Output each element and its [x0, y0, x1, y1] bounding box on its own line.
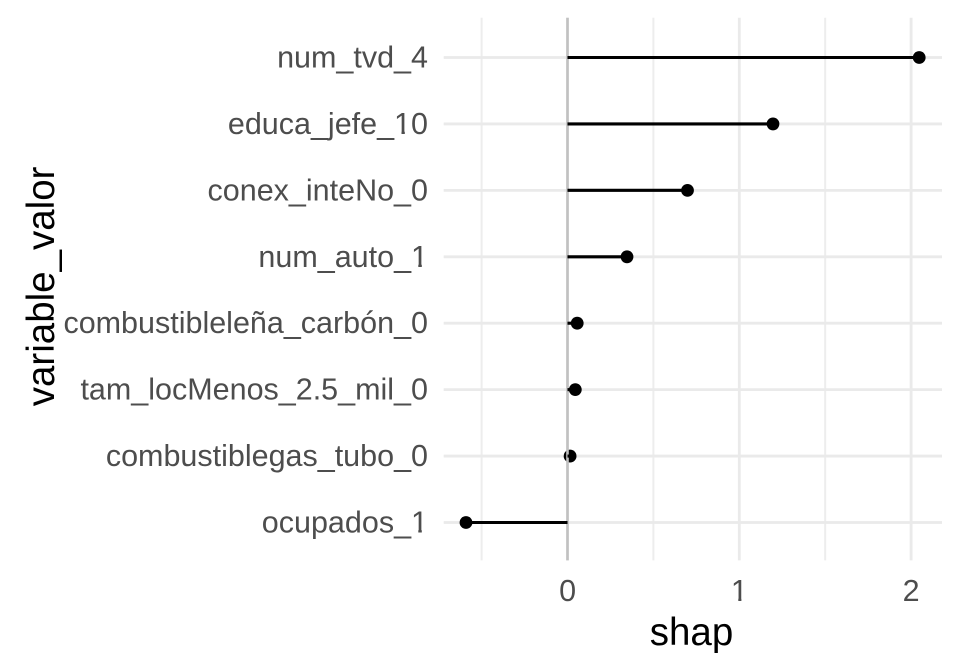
svg-text:variable_valor: variable_valor [20, 166, 63, 406]
svg-text:0: 0 [559, 574, 576, 608]
svg-text:2: 2 [903, 574, 920, 608]
svg-text:num_tvd_4: num_tvd_4 [277, 41, 428, 75]
svg-text:shap: shap [650, 611, 734, 654]
svg-text:conex_inteNo_0: conex_inteNo_0 [208, 173, 428, 207]
svg-text:num_auto_1: num_auto_1 [258, 240, 428, 274]
svg-text:1: 1 [731, 574, 748, 608]
svg-text:tam_locMenos_2.5_mil_0: tam_locMenos_2.5_mil_0 [80, 373, 428, 407]
svg-text:educa_jefe_10: educa_jefe_10 [228, 107, 428, 141]
svg-text:ocupados_1: ocupados_1 [262, 506, 428, 540]
svg-text:combustibleleña_carbón_0: combustibleleña_carbón_0 [63, 306, 428, 340]
svg-text:combustiblegas_tubo_0: combustiblegas_tubo_0 [106, 439, 428, 473]
